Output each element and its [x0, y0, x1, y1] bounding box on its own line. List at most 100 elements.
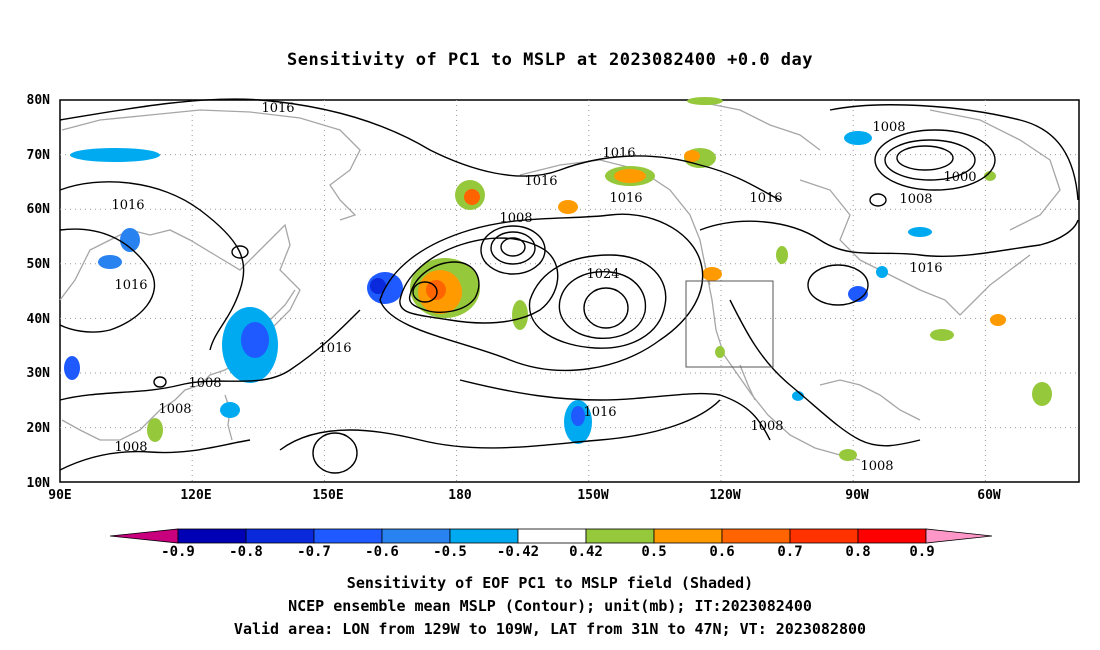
contour-label: 1016: [602, 146, 635, 161]
contour-line: [490, 231, 536, 265]
shade-blob: [839, 449, 857, 461]
contour-line: [412, 281, 438, 303]
contour-label: 1000: [943, 170, 976, 185]
shade-blob: [715, 346, 725, 358]
lon-label: 120W: [709, 488, 740, 503]
map-frame: [59, 99, 1080, 483]
contour-label: 1008: [860, 459, 893, 474]
lon-label: 90W: [845, 488, 869, 503]
contour-line: [279, 399, 721, 451]
contour-label: 1016: [583, 405, 616, 420]
shade-blob: [558, 200, 578, 214]
contour-line: [583, 287, 629, 329]
shade-blob: [120, 228, 140, 252]
shade-blob: [1032, 382, 1052, 406]
contour-line: [874, 129, 996, 191]
colorbar-label: -0.6: [365, 544, 399, 560]
shade-blob: [990, 314, 1006, 326]
lat-label: 50N: [27, 257, 51, 272]
coast-alaska: [519, 159, 711, 286]
shade-blob: [908, 227, 932, 237]
colorbar-cell: [585, 528, 655, 544]
contour-line: [379, 213, 704, 372]
caption-line-1: Sensitivity of EOF PC1 to MSLP field (Sh…: [346, 574, 754, 592]
contour-label: 1008: [899, 192, 932, 207]
contour-labels: 1016 1016 1016 1016 1016 1016 1016 1016 …: [111, 101, 976, 474]
contour-label: 1016: [909, 261, 942, 276]
lat-label: 40N: [27, 312, 51, 327]
shade-blob: [876, 266, 888, 278]
lat-label: 60N: [27, 202, 51, 217]
mslp-contours: [59, 98, 1079, 474]
colorbar-cell: [857, 528, 927, 544]
colorbar-label: -0.5: [433, 544, 467, 560]
coast-siberia: [61, 109, 361, 221]
lon-label: 120E: [180, 488, 211, 503]
coast-gulf: [819, 379, 921, 421]
shade-blob: [147, 418, 163, 442]
colorbar-cell: [653, 528, 723, 544]
lat-label: 80N: [27, 93, 51, 108]
shade-blob: [220, 402, 240, 418]
contour-label: 1008: [188, 376, 221, 391]
contour-label: 1008: [158, 402, 191, 417]
lat-label: 10N: [27, 476, 51, 491]
sensitivity-shading: [64, 97, 1052, 461]
contour-line: [500, 237, 526, 257]
valid-area-box: [685, 280, 774, 368]
contour-label: 1016: [524, 174, 557, 189]
shade-blob: [241, 322, 269, 358]
coast-arctic: [689, 99, 821, 151]
contour-line: [59, 309, 361, 401]
contour-line: [528, 254, 667, 349]
contour-label: 1016: [749, 191, 782, 206]
lat-label: 20N: [27, 421, 51, 436]
colorbar: [109, 528, 993, 544]
contour-line: [480, 225, 546, 275]
shade-blob: [370, 278, 386, 294]
shade-blob: [98, 255, 122, 269]
coast-east-na: [859, 254, 1031, 316]
shade-blob: [426, 280, 446, 300]
contour-line: [699, 219, 1079, 258]
contour-label: 1016: [261, 101, 294, 116]
colorbar-cell: [517, 528, 587, 544]
colorbar-label: 0.42: [569, 544, 603, 560]
colorbar-label: -0.42: [497, 544, 539, 560]
shade-blob: [464, 189, 480, 205]
coast-asia: [59, 223, 301, 441]
contour-line: [59, 228, 156, 333]
lat-axis-labels: 80N 70N 60N 50N 40N 30N 20N 10N: [27, 93, 51, 491]
colorbar-cell: [381, 528, 451, 544]
shade-blob: [512, 300, 528, 330]
figure-title: Sensitivity of PC1 to MSLP at 2023082400…: [286, 50, 813, 70]
shade-blob: [70, 148, 160, 162]
lon-label: 180: [448, 488, 472, 503]
contour-line: [312, 432, 358, 474]
contour-label: 1008: [750, 419, 783, 434]
contour-line: [59, 98, 781, 201]
contour-line: [459, 379, 771, 441]
contour-line: [729, 299, 921, 447]
lon-label: 150E: [312, 488, 343, 503]
lon-axis-labels: 90E 120E 150E 180 150W 120W 90W 60W: [48, 488, 1001, 503]
shade-blob: [702, 267, 722, 281]
coast-baja: [739, 364, 756, 401]
colorbar-label: 0.8: [845, 544, 870, 560]
contour-label: 1016: [318, 341, 351, 356]
colorbar-cell: [313, 528, 383, 544]
coast-greenland: [929, 109, 1061, 231]
lon-label: 60W: [977, 488, 1001, 503]
contour-line: [59, 181, 245, 351]
shade-blob: [684, 150, 700, 162]
contour-line: [558, 271, 647, 339]
colorbar-cell: [245, 528, 315, 544]
contour-label: 1008: [114, 440, 147, 455]
caption-line-3: Valid area: LON from 129W to 109W, LAT f…: [233, 620, 867, 638]
contour-line: [399, 237, 559, 324]
colorbar-label: -0.9: [161, 544, 195, 560]
colorbar-label: -0.8: [229, 544, 263, 560]
contour-label: 1016: [114, 278, 147, 293]
lat-label: 30N: [27, 366, 51, 381]
